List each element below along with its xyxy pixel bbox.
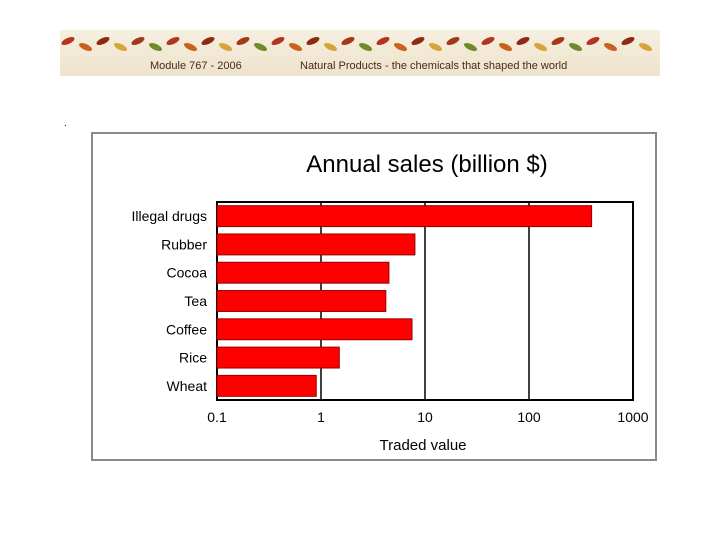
category-label: Coffee bbox=[166, 321, 207, 337]
pepper-shape bbox=[411, 36, 425, 46]
pepper-shape bbox=[499, 42, 512, 52]
course-title: Natural Products - the chemicals that sh… bbox=[300, 60, 568, 72]
pepper-shape bbox=[324, 42, 337, 52]
pepper-shape bbox=[149, 42, 162, 52]
module-label: Module 767 - 2006 bbox=[150, 60, 242, 72]
pepper-shape bbox=[359, 42, 372, 52]
pepper-shape bbox=[534, 42, 547, 52]
pepper-shape bbox=[131, 36, 145, 46]
pepper-shape bbox=[96, 36, 110, 46]
pepper-shape bbox=[166, 36, 180, 46]
category-label: Cocoa bbox=[167, 265, 208, 281]
pepper-shape bbox=[639, 42, 652, 52]
category-label: Tea bbox=[184, 293, 207, 309]
pepper-shape bbox=[516, 36, 530, 46]
pepper-shape bbox=[184, 42, 197, 52]
category-label: Wheat bbox=[167, 378, 208, 394]
category-label: Illegal drugs bbox=[132, 208, 208, 224]
bar-rubber bbox=[216, 233, 416, 256]
bar-tea bbox=[216, 290, 387, 312]
pepper-shape bbox=[569, 42, 582, 52]
pepper-shape bbox=[289, 42, 302, 52]
pepper-shape bbox=[306, 36, 320, 46]
pepper-shape bbox=[464, 42, 477, 52]
pepper-shape bbox=[271, 36, 285, 46]
x-tick-label: 100 bbox=[517, 409, 541, 425]
pepper-shape bbox=[481, 36, 495, 46]
bar-wheat bbox=[216, 374, 317, 397]
chart-frame: Annual sales (billion $) Illegal drugs Ru… bbox=[91, 132, 657, 461]
pepper-shape bbox=[79, 42, 92, 52]
x-axis-label: Traded value bbox=[380, 437, 467, 454]
pepper-shape bbox=[551, 36, 565, 46]
pepper-shape bbox=[394, 42, 407, 52]
pepper-shape bbox=[429, 42, 442, 52]
pepper-shape bbox=[201, 36, 215, 46]
chart-title: Annual sales (billion $) bbox=[306, 151, 547, 178]
chili-pepper-decoration-icon bbox=[61, 36, 652, 52]
pepper-shape bbox=[621, 36, 635, 46]
pepper-shape bbox=[376, 36, 390, 46]
x-tick-label: 1000 bbox=[617, 409, 648, 425]
category-label: Rice bbox=[179, 350, 207, 366]
bar-rice bbox=[216, 346, 340, 369]
pepper-shape bbox=[61, 36, 75, 46]
pepper-shape bbox=[341, 36, 355, 46]
pepper-shape bbox=[236, 36, 250, 46]
pepper-shape bbox=[254, 42, 267, 52]
pepper-shape bbox=[446, 36, 460, 46]
category-label: Rubber bbox=[161, 236, 207, 252]
x-tick-label: 10 bbox=[417, 409, 433, 425]
bar-coffee bbox=[216, 318, 413, 341]
course-banner: Module 767 - 2006 Natural Products - the… bbox=[60, 30, 660, 76]
x-tick-label: 0.1 bbox=[207, 409, 227, 425]
pepper-shape bbox=[114, 42, 127, 52]
bar-chart: Annual sales (billion $) Illegal drugs Ru… bbox=[132, 151, 649, 454]
pepper-shape bbox=[586, 36, 600, 46]
pepper-shape bbox=[219, 42, 232, 52]
slide-marker: . bbox=[64, 118, 67, 129]
bar-cocoa bbox=[216, 261, 390, 284]
x-tick-label: 1 bbox=[317, 409, 325, 425]
pepper-shape bbox=[604, 42, 617, 52]
bar-illegal-drugs bbox=[216, 205, 593, 228]
